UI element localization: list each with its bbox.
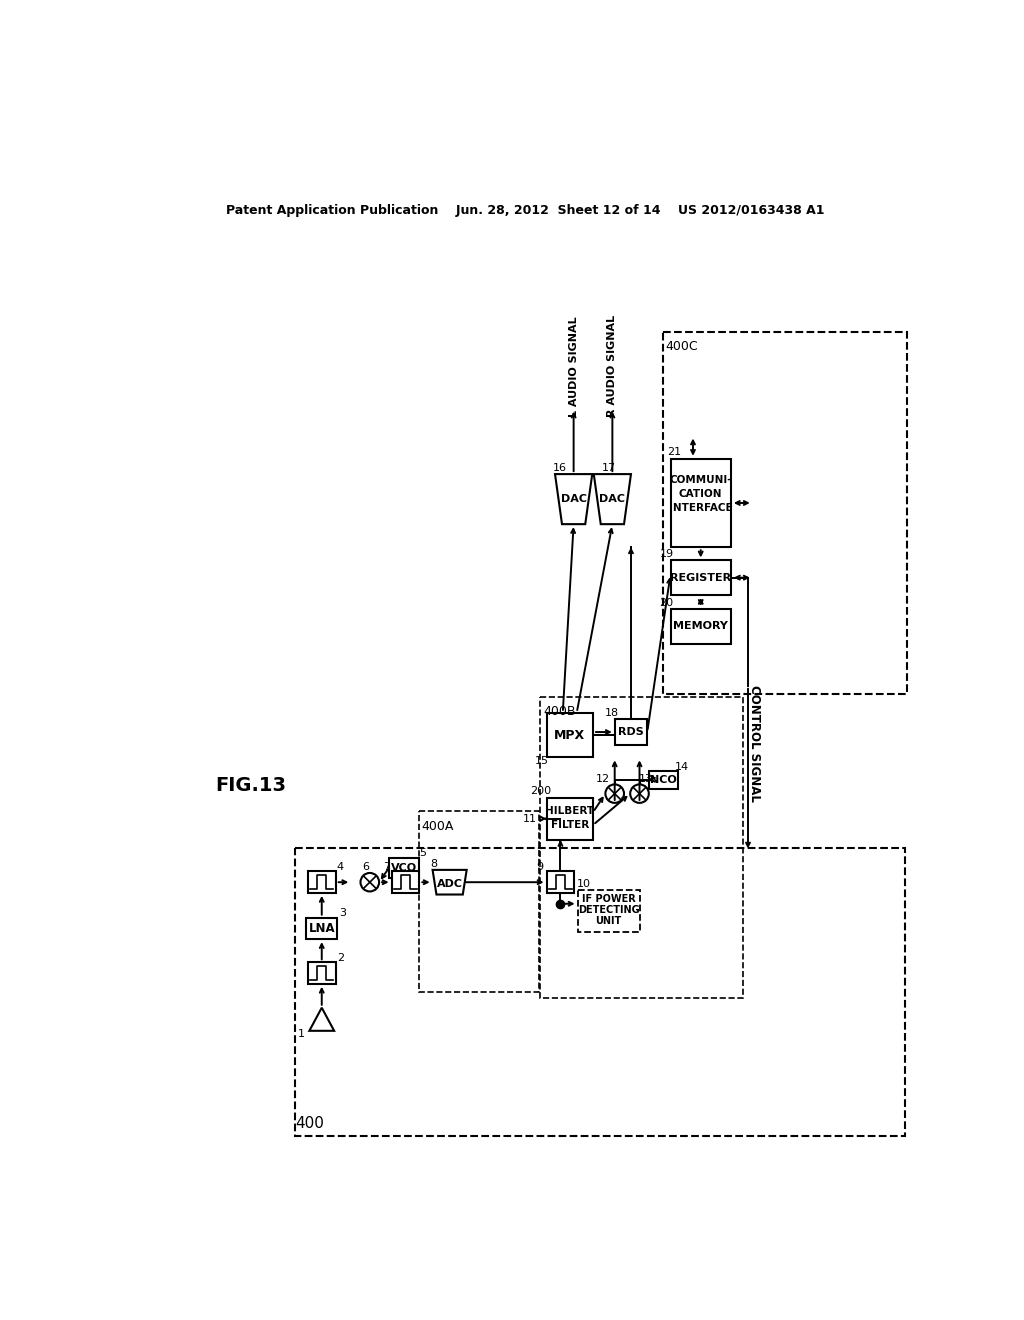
FancyBboxPatch shape	[671, 459, 731, 548]
Text: 400: 400	[296, 1115, 325, 1131]
Text: ADC: ADC	[436, 879, 463, 888]
FancyBboxPatch shape	[547, 871, 574, 892]
Text: FILTER: FILTER	[551, 820, 589, 830]
Text: NCO: NCO	[650, 775, 677, 785]
Text: IF POWER: IF POWER	[582, 894, 635, 904]
Text: CONTROL SIGNAL: CONTROL SIGNAL	[748, 685, 761, 803]
Text: 3: 3	[339, 908, 346, 917]
Text: 2: 2	[337, 953, 344, 962]
Text: INTERFACE: INTERFACE	[669, 503, 732, 513]
FancyBboxPatch shape	[389, 858, 419, 878]
Text: LNA: LNA	[308, 921, 335, 935]
Text: 18: 18	[604, 708, 618, 718]
Text: 400B: 400B	[544, 705, 575, 718]
Text: FIG.13: FIG.13	[215, 776, 286, 796]
Text: R AUDIO SIGNAL: R AUDIO SIGNAL	[607, 315, 617, 417]
Text: 1: 1	[298, 1028, 305, 1039]
Text: HILBERT: HILBERT	[545, 807, 594, 816]
Text: 16: 16	[553, 463, 566, 473]
FancyBboxPatch shape	[547, 713, 593, 758]
FancyBboxPatch shape	[391, 871, 420, 892]
Text: 17: 17	[602, 463, 616, 473]
FancyBboxPatch shape	[649, 771, 678, 789]
FancyBboxPatch shape	[614, 719, 647, 744]
Text: L AUDIO SIGNAL: L AUDIO SIGNAL	[568, 315, 579, 417]
Text: 15: 15	[535, 756, 549, 767]
Text: CATION: CATION	[679, 490, 723, 499]
Text: 14: 14	[675, 762, 689, 772]
Polygon shape	[309, 1007, 334, 1031]
Text: 7: 7	[383, 862, 390, 871]
Text: 400C: 400C	[665, 339, 697, 352]
Text: COMMUNI-: COMMUNI-	[670, 475, 732, 486]
Text: 9: 9	[537, 862, 544, 871]
Circle shape	[630, 784, 649, 803]
Text: 10: 10	[577, 879, 591, 888]
Text: 11: 11	[523, 813, 538, 824]
Text: 8: 8	[430, 859, 437, 869]
FancyBboxPatch shape	[578, 890, 640, 932]
Text: DAC: DAC	[599, 494, 626, 504]
Circle shape	[360, 873, 379, 891]
Text: Patent Application Publication    Jun. 28, 2012  Sheet 12 of 14    US 2012/01634: Patent Application Publication Jun. 28, …	[225, 205, 824, 218]
Text: 200: 200	[529, 785, 551, 796]
Text: MPX: MPX	[554, 729, 586, 742]
FancyBboxPatch shape	[308, 871, 336, 892]
Polygon shape	[432, 870, 467, 895]
Polygon shape	[594, 474, 631, 524]
Text: 21: 21	[668, 446, 681, 457]
Text: 6: 6	[362, 862, 370, 871]
Text: 19: 19	[659, 549, 674, 560]
Text: 13: 13	[639, 774, 652, 784]
Text: DETECTING: DETECTING	[578, 906, 639, 915]
Circle shape	[605, 784, 624, 803]
Text: 20: 20	[659, 598, 674, 607]
Text: 400A: 400A	[422, 820, 455, 833]
Text: 4: 4	[337, 862, 344, 871]
FancyBboxPatch shape	[547, 797, 593, 840]
Text: DAC: DAC	[560, 494, 587, 504]
Polygon shape	[555, 474, 592, 524]
Text: REGISTER: REGISTER	[670, 573, 731, 582]
FancyBboxPatch shape	[671, 560, 731, 595]
Text: RDS: RDS	[618, 727, 644, 737]
Text: VCO: VCO	[391, 862, 417, 873]
Text: 5: 5	[419, 847, 426, 858]
FancyBboxPatch shape	[671, 609, 731, 644]
Text: UNIT: UNIT	[595, 916, 622, 925]
FancyBboxPatch shape	[306, 917, 337, 940]
Text: MEMORY: MEMORY	[674, 622, 728, 631]
FancyBboxPatch shape	[308, 962, 336, 983]
Text: 12: 12	[596, 774, 610, 784]
